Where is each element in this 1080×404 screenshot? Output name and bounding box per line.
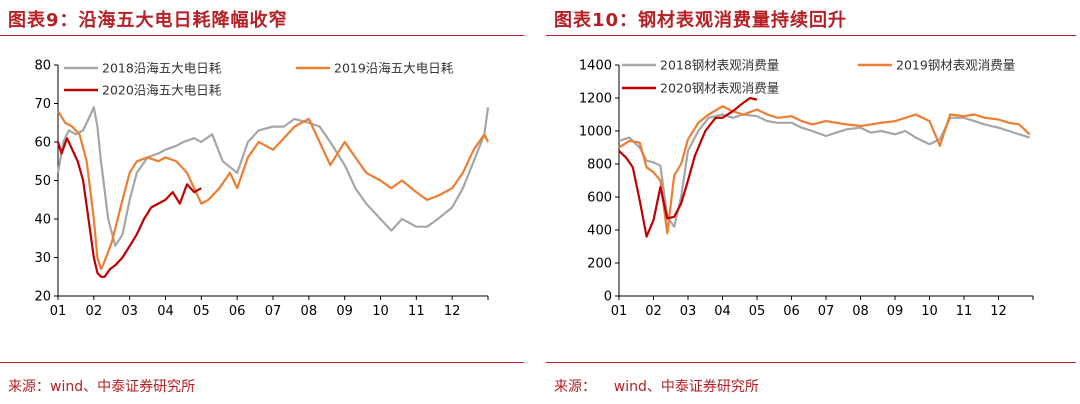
left-panel: 图表9：沿海五大电日耗降幅收窄 20 30 40 50 60 70 80 01 02 03 04 05…	[0, 0, 528, 404]
y-tick-label: 0	[604, 290, 612, 305]
left-series-line-2	[57, 110, 489, 271]
right-line-chart: 0 200 400 600 800 1000 1200 1400 01 02 03 04 05 06 07 0…	[579, 58, 1034, 319]
x-tick-label: 07	[818, 304, 835, 319]
x-tick-label: 01	[611, 304, 628, 319]
x-tick-label: 06	[783, 304, 800, 319]
y-tick-label: 1200	[579, 92, 612, 107]
y-tick-label: 80	[34, 59, 51, 74]
legend-label: 2018沿海五大电日耗	[102, 61, 222, 76]
right-series-line-2	[618, 105, 1031, 235]
y-tick-label: 200	[587, 257, 612, 272]
legend-label: 2020钢材表观消费量	[660, 81, 779, 96]
x-tick-label: 07	[265, 304, 282, 319]
x-tick-label: 03	[121, 304, 138, 319]
x-tick-label: 10	[921, 304, 938, 319]
legend-label: 2019沿海五大电日耗	[334, 61, 454, 76]
y-tick-label: 800	[587, 158, 612, 173]
x-tick-label: 11	[408, 304, 425, 319]
left-source-rule	[0, 362, 524, 363]
y-tick-label: 30	[34, 251, 51, 266]
y-tick-label: 70	[34, 97, 51, 112]
x-tick-label: 02	[86, 304, 103, 319]
x-tick-label: 12	[444, 304, 461, 319]
left-series-line-1	[56, 106, 490, 247]
right-source-rule	[546, 362, 1076, 363]
x-tick-label: 12	[990, 304, 1007, 319]
legend-label: 2020沿海五大电日耗	[102, 83, 222, 98]
right-source-note: 来源： wind、中泰证券研究所	[554, 379, 759, 395]
left-chart-title: 图表9：沿海五大电日耗降幅收窄	[8, 10, 288, 31]
right-chart-title: 图表10：钢材表观消费量持续回升	[554, 10, 848, 31]
right-series-line-3	[618, 96, 758, 238]
right-title-rule	[546, 35, 1076, 36]
left-title-rule	[0, 35, 524, 36]
right-panel: 图表10：钢材表观消费量持续回升 0 200 400 600 800 1000 1200 14…	[546, 0, 1080, 404]
x-tick-label: 09	[336, 304, 353, 319]
x-tick-label: 03	[680, 304, 697, 319]
left-series-line-3	[56, 137, 202, 278]
y-tick-label: 50	[34, 174, 51, 189]
left-source-note: 来源：wind、中泰证券研究所	[8, 379, 196, 395]
y-tick-label: 1000	[579, 125, 612, 140]
y-tick-label: 60	[34, 136, 51, 151]
x-tick-label: 09	[887, 304, 904, 319]
left-line-chart: 20 30 40 50 60 70 80 01 02 03 04 05 06 07 08 09 10 11 12 20…	[34, 59, 490, 319]
legend-label: 2018钢材表观消费量	[660, 58, 779, 73]
x-tick-label: 08	[852, 304, 869, 319]
x-tick-label: 04	[157, 304, 174, 319]
y-tick-label: 400	[587, 224, 612, 239]
x-tick-label: 01	[50, 304, 67, 319]
x-tick-label: 05	[193, 304, 210, 319]
y-tick-label: 40	[34, 213, 51, 228]
y-tick-label: 600	[587, 191, 612, 206]
legend-label: 2019钢材表观消费量	[896, 58, 1015, 73]
x-tick-label: 06	[229, 304, 246, 319]
x-tick-label: 05	[749, 304, 766, 319]
x-tick-label: 11	[956, 304, 973, 319]
x-tick-label: 04	[714, 304, 731, 319]
y-tick-label: 20	[34, 290, 51, 305]
x-tick-label: 10	[372, 304, 389, 319]
right-series-line-1	[618, 113, 1030, 228]
x-tick-label: 08	[301, 304, 318, 319]
x-tick-label: 02	[645, 304, 662, 319]
y-tick-label: 1400	[579, 59, 612, 74]
